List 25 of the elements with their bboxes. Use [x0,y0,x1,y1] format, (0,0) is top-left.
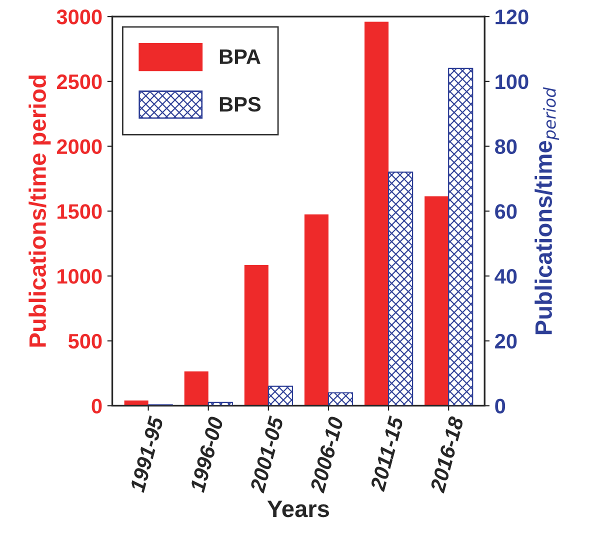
legend-label: BPS [220,96,261,112]
y2-tick-label: 0 [495,398,506,414]
y-tick-label: 3000 [56,10,102,24]
x-tick-label: 2006-10 [310,416,344,494]
x-tick-label: 2001-05 [250,415,284,494]
y-axis-title: Publications/time period [28,76,51,347]
x-tick-label: 2011-15 [370,415,404,492]
y2-tick-label: 60 [495,204,517,219]
y-tick-label: 500 [68,334,102,349]
y2-tick-label: 20 [495,334,517,349]
y-tick-label: 1500 [58,204,102,219]
y-tick-label: 2000 [56,139,102,154]
x-tick-label: 1996-00 [190,416,224,493]
y-tick-label: 0 [92,398,102,414]
y-tick-label: 2500 [56,74,102,90]
y2-tick-label: 40 [494,269,517,284]
x-tick-label: 1991-95 [130,415,164,493]
legend-label: BPA [220,50,260,64]
y-tick-label: 1000 [58,269,102,284]
x-tick-label: 2016-18 [430,416,464,494]
y2-axis-title: Publications/time$_{period}$ [534,87,560,334]
y2-tick-label: 120 [496,10,528,24]
x-axis-title: Years [267,500,330,518]
y2-tick-label: 80 [495,139,517,154]
y2-tick-label: 100 [496,74,528,90]
